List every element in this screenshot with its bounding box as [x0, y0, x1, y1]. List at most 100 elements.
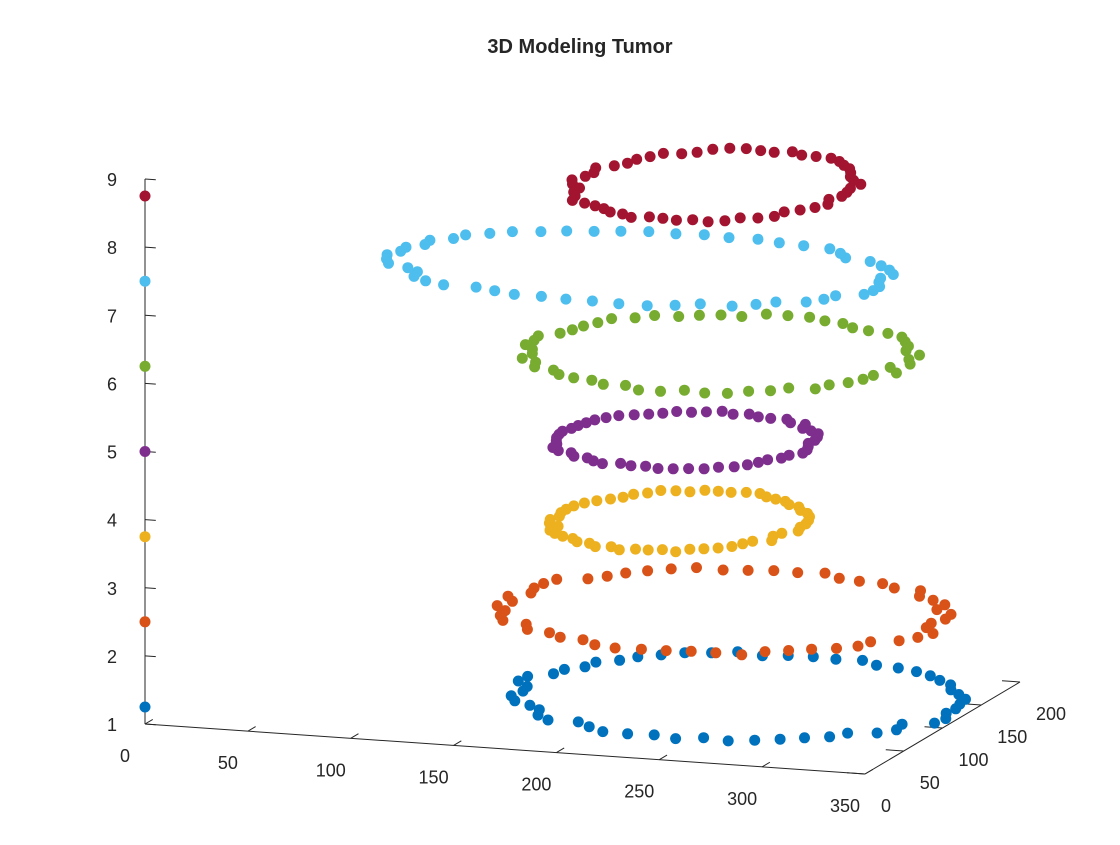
- data-point: [712, 542, 724, 554]
- data-point: [643, 226, 655, 238]
- data-point: [752, 212, 764, 224]
- data-point: [824, 731, 836, 743]
- data-point: [566, 324, 578, 336]
- data-point: [767, 530, 779, 542]
- series-2: [139, 562, 957, 661]
- data-point: [586, 374, 598, 386]
- data-point: [724, 142, 736, 154]
- data-point: [915, 585, 926, 597]
- data-point: [683, 463, 695, 475]
- data-point: [383, 257, 394, 269]
- data-point: [524, 699, 536, 711]
- data-point: [759, 646, 771, 658]
- data-point: [578, 497, 590, 509]
- data-point: [590, 656, 602, 668]
- x-tick-mark: [144, 718, 154, 725]
- data-point: [809, 202, 821, 213]
- data-point: [710, 647, 722, 659]
- data-point: [798, 240, 810, 252]
- data-point: [408, 270, 420, 282]
- y-tick-mark: [1001, 680, 1021, 683]
- x-tick-label: 350: [830, 796, 860, 816]
- x-axis-line: [144, 723, 866, 775]
- data-point: [743, 408, 755, 420]
- y-tick-label: 50: [920, 773, 940, 793]
- data-point: [579, 170, 591, 182]
- data-point: [726, 300, 738, 312]
- data-point: [893, 635, 905, 647]
- x-tick-label: 100: [316, 760, 346, 780]
- data-point: [553, 369, 565, 380]
- z-tick-mark: [144, 382, 156, 385]
- data-point: [834, 247, 846, 259]
- data-point: [794, 204, 806, 216]
- z-tick-mark: [144, 655, 156, 658]
- data-point: [687, 214, 699, 226]
- data-point: [655, 485, 667, 496]
- data-point: [535, 226, 547, 238]
- data-point: [586, 295, 598, 307]
- data-point: [596, 458, 608, 470]
- data-point: [608, 160, 620, 172]
- data-point: [896, 718, 908, 730]
- data-point: [652, 463, 664, 474]
- y-tick-label: 150: [997, 727, 1027, 747]
- data-point: [819, 567, 831, 579]
- data-point: [648, 729, 660, 741]
- data-point: [633, 384, 644, 396]
- z-tick-mark: [144, 314, 156, 317]
- data-point: [649, 310, 661, 321]
- data-point: [863, 325, 874, 337]
- y-tick-mark: [885, 749, 904, 752]
- data-point: [622, 157, 633, 169]
- data-point: [582, 573, 594, 585]
- x-tick-mark: [659, 754, 668, 761]
- data-point: [631, 153, 643, 165]
- data-point: [516, 352, 528, 364]
- data-point: [622, 728, 634, 740]
- data-point: [858, 288, 870, 300]
- data-point: [737, 538, 749, 550]
- data-point: [635, 643, 647, 655]
- data-point: [779, 495, 791, 507]
- data-point: [591, 495, 603, 507]
- data-point: [614, 654, 626, 666]
- data-point-origin: [139, 446, 151, 457]
- data-point: [940, 707, 952, 719]
- data-point: [945, 679, 957, 691]
- data-point: [667, 463, 679, 475]
- x-tick-label: 200: [521, 775, 551, 795]
- y-tick-label: 0: [881, 796, 891, 816]
- data-point: [707, 143, 719, 155]
- data-point: [684, 486, 696, 498]
- z-tick-label: 2: [107, 647, 117, 667]
- data-point: [685, 645, 697, 657]
- data-point: [752, 456, 764, 468]
- data-points: [139, 142, 971, 747]
- data-point: [743, 385, 755, 397]
- series-1: [139, 646, 971, 747]
- data-point: [568, 372, 580, 384]
- data-point: [728, 461, 740, 473]
- z-tick-label: 3: [107, 579, 117, 599]
- data-point: [774, 733, 786, 745]
- data-point: [740, 486, 752, 498]
- data-point: [561, 225, 573, 237]
- data-point-origin: [139, 275, 151, 287]
- data-point: [810, 151, 822, 162]
- data-point: [747, 535, 759, 547]
- data-point: [491, 600, 503, 612]
- z-tick-label: 7: [107, 306, 117, 326]
- data-point: [770, 296, 782, 308]
- data-point: [809, 383, 821, 395]
- z-tick-mark: [144, 178, 156, 181]
- data-point: [613, 298, 625, 310]
- data-point: [589, 200, 601, 212]
- data-point: [837, 318, 849, 329]
- data-point: [912, 631, 924, 643]
- data-point: [875, 272, 887, 284]
- data-point: [700, 406, 712, 418]
- data-point: [776, 527, 788, 539]
- data-point: [693, 309, 705, 321]
- z-tick-label: 8: [107, 238, 117, 258]
